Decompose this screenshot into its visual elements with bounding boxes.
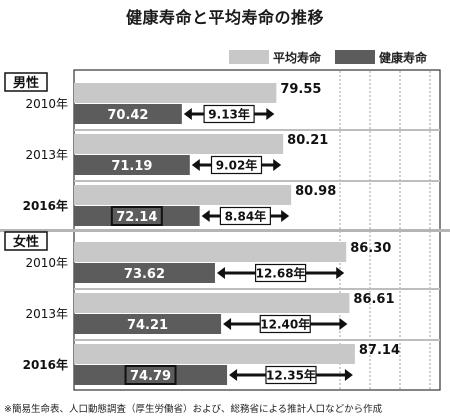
gap-arrowhead [344,369,353,381]
group-label: 男性 [13,75,39,91]
value-label-healthy: 70.42 [107,108,148,123]
gap-label: 12.35年 [266,368,316,383]
gap-label-box [210,155,263,175]
value-label-healthy: 74.21 [127,318,168,333]
value-label-healthy: 73.62 [124,267,165,282]
bar-average [74,242,347,262]
legend-swatch-healthy [335,50,375,64]
bar-healthy [74,104,182,124]
gap-label: 12.68年 [256,266,306,281]
gap-label-box [265,365,317,385]
value-label-average: 86.61 [353,292,394,307]
gap-arrowhead [266,108,275,120]
gap-arrowhead [216,267,225,279]
gap-arrowhead [273,159,282,171]
gap-arrowhead [339,318,348,330]
gap-arrowhead [336,267,345,279]
bar-healthy [74,155,190,175]
value-label-average: 80.98 [295,184,336,199]
gap-arrowhead [229,369,238,381]
bar-healthy [74,206,200,226]
value-label-healthy: 74.79 [130,369,171,384]
legend-label-healthy: 健康寿命 [379,50,428,65]
year-label: 2013年 [25,307,68,321]
gap-label-box [254,263,307,283]
gap-label-box [219,206,271,226]
group-label: 女性 [13,234,39,250]
group-label-box [4,72,48,92]
highlight-box [124,365,177,385]
year-label: 2016年 [23,357,68,372]
bar-average [74,344,355,364]
bar-healthy [74,314,222,334]
bar-average [74,83,277,103]
group-label-box [4,231,48,251]
chart-title: 健康寿命と平均寿命の推移 [125,8,324,27]
footnote: ※簡易生命表、人口動態調査（厚生労働省）および、総務省による推計人口などから作成 [4,404,383,415]
year-label: 2010年 [25,97,68,111]
year-label: 2010年 [25,256,68,270]
gap-label: 12.40年 [260,317,310,332]
bar-average [74,134,284,154]
value-label-average: 86.30 [350,241,391,256]
value-label-average: 87.14 [359,343,400,358]
gap-label: 8.84年 [225,209,267,224]
highlight-box [110,206,163,226]
gap-arrowhead [281,210,290,222]
gap-arrowhead [223,318,232,330]
gap-label: 9.02年 [216,158,258,173]
year-label: 2013年 [25,148,68,162]
legend-swatch-average [229,50,269,64]
bar-average [74,293,350,313]
year-label: 2016年 [23,198,68,213]
gap-label: 9.13年 [208,107,250,122]
bar-healthy [74,263,215,283]
value-label-healthy: 72.14 [116,210,157,225]
gap-arrowhead [183,108,192,120]
gap-label-box [259,314,311,334]
value-label-healthy: 71.19 [111,159,152,174]
gap-arrowhead [191,159,200,171]
legend-label-average: 平均寿命 [273,50,322,65]
bar-average [74,185,292,205]
gap-arrowhead [201,210,210,222]
bar-healthy [74,365,228,385]
value-label-average: 80.21 [287,133,328,148]
value-label-average: 79.55 [280,82,321,97]
group-separator [0,229,450,232]
gap-label-box [203,104,255,124]
